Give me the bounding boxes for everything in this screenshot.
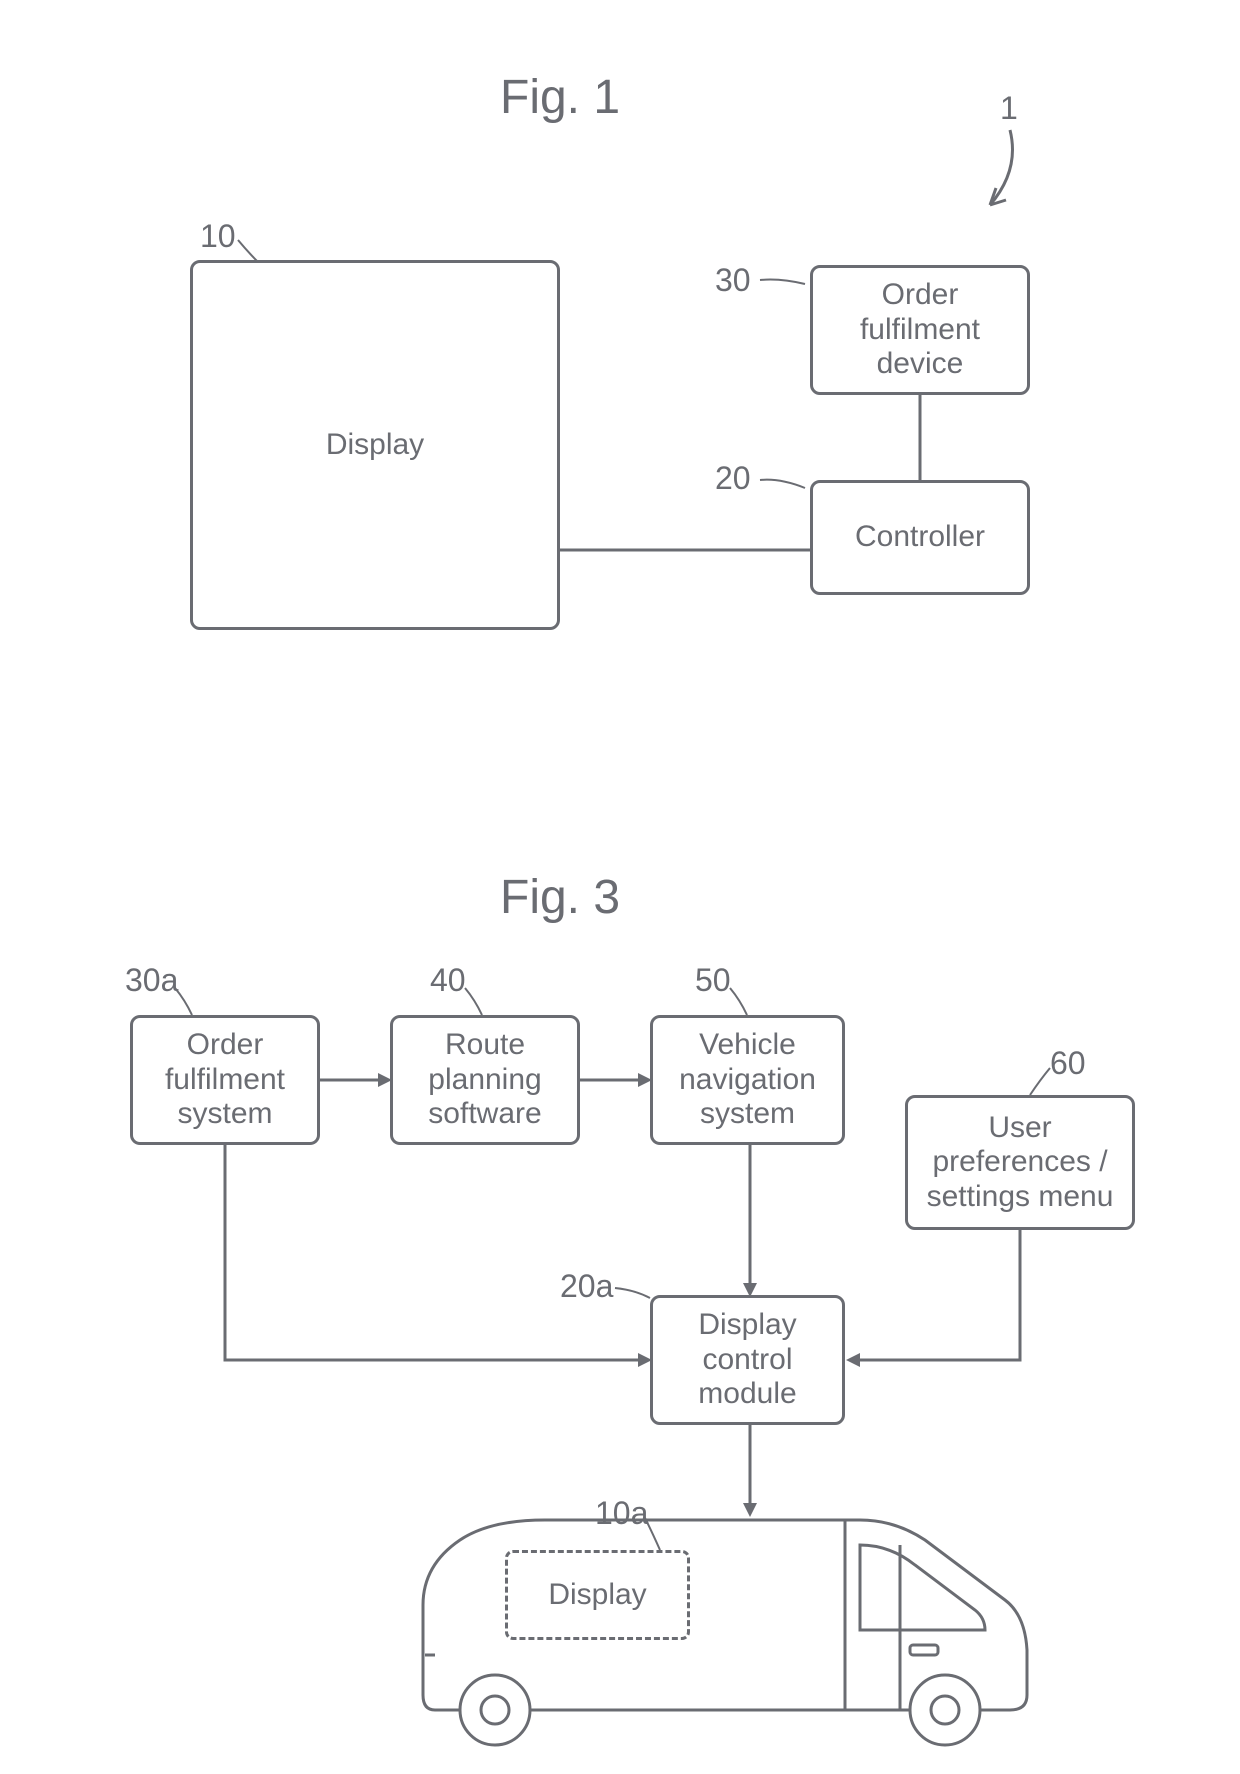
fig1-title: Fig. 1 xyxy=(500,70,620,125)
fig1-display-label: Display xyxy=(318,424,432,467)
fig3-route-box: Routeplanningsoftware xyxy=(390,1015,580,1145)
fig1-ofd-leader xyxy=(755,270,815,300)
fig3-arrow-route-nav xyxy=(580,1070,655,1090)
fig3-display-leader xyxy=(640,1510,680,1555)
fig1-controller-leader xyxy=(755,470,815,500)
fig3-display-label: Display xyxy=(540,1574,654,1617)
fig3-user-box: Userpreferences /settings menu xyxy=(905,1095,1135,1230)
fig3-dcm-box: Displaycontrolmodule xyxy=(650,1295,845,1425)
fig3-arrow-ofs-dcm xyxy=(210,1145,660,1375)
fig3-dcm-label: Displaycontrolmodule xyxy=(690,1304,804,1416)
fig1-ofd-label: Orderfulfilmentdevice xyxy=(852,274,988,386)
fig3-user-leader xyxy=(1020,1060,1060,1100)
fig3-nav-label: Vehiclenavigationsystem xyxy=(671,1024,824,1136)
fig1-ref-main-arrow xyxy=(960,120,1040,230)
fig1-controller-label: Controller xyxy=(847,516,993,559)
fig3-arrow-nav-dcm xyxy=(735,1145,765,1300)
fig3-ofs-leader xyxy=(170,980,210,1020)
fig1-controller-ref: 20 xyxy=(715,460,751,497)
fig3-arrow-user-dcm xyxy=(840,1230,1040,1375)
fig1-controller-box: Controller xyxy=(810,480,1030,595)
fig3-title: Fig. 3 xyxy=(500,870,620,925)
fig3-route-leader xyxy=(460,980,500,1020)
fig1-ofd-box: Orderfulfilmentdevice xyxy=(810,265,1030,395)
fig1-display-box: Display xyxy=(190,260,560,630)
fig3-nav-leader xyxy=(725,980,765,1020)
page: Fig. 1 1 Display 10 Orderfulfilmentdevic… xyxy=(0,0,1240,1774)
fig3-ofs-box: Orderfulfilmentsystem xyxy=(130,1015,320,1145)
fig3-display-box: Display xyxy=(505,1550,690,1640)
fig3-user-label: Userpreferences /settings menu xyxy=(919,1107,1122,1219)
fig3-arrow-dcm-van xyxy=(735,1425,765,1520)
fig1-conn-ofd-controller xyxy=(900,395,940,485)
fig1-conn-display-controller xyxy=(560,540,820,560)
fig1-display-leader xyxy=(230,230,270,270)
fig3-arrow-ofs-route xyxy=(320,1070,395,1090)
fig3-van xyxy=(405,1510,1045,1760)
fig3-ofs-label: Orderfulfilmentsystem xyxy=(157,1024,293,1136)
fig3-route-label: Routeplanningsoftware xyxy=(420,1024,549,1136)
fig3-nav-box: Vehiclenavigationsystem xyxy=(650,1015,845,1145)
fig1-ofd-ref: 30 xyxy=(715,262,751,299)
